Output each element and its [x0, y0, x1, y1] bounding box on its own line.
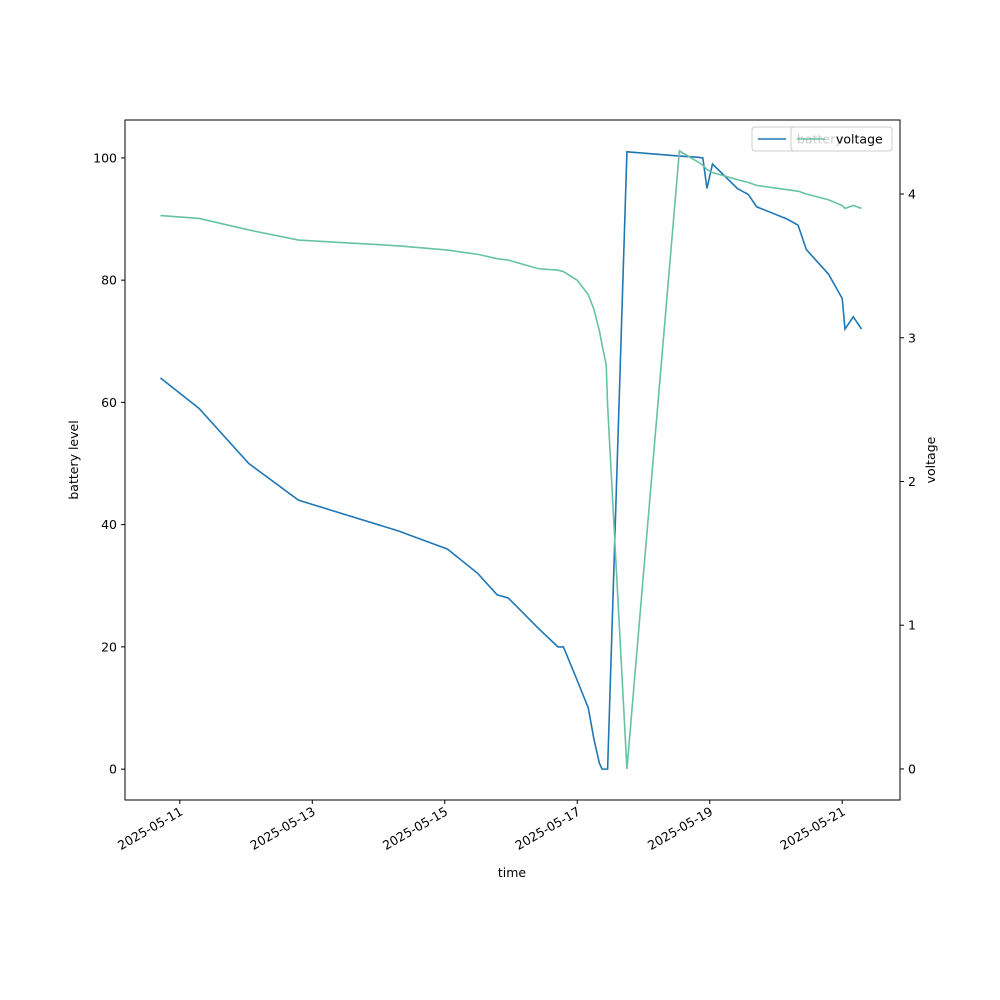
x-tick-label: 2025-05-13 — [247, 804, 317, 853]
y-tick-label: 20 — [101, 639, 117, 654]
series-line — [159, 150, 863, 770]
y2-axis-label: voltage — [923, 436, 938, 483]
y2-tick-label: 0 — [908, 761, 916, 776]
legend-label: voltage — [836, 132, 883, 147]
x-tick-label: 2025-05-11 — [115, 804, 185, 853]
y2-tick-label: 4 — [908, 187, 916, 202]
y-tick-label: 40 — [101, 517, 117, 532]
y2-tick-label: 2 — [908, 474, 916, 489]
legend: voltage — [790, 126, 893, 152]
x-tick-label: 2025-05-21 — [777, 804, 847, 853]
series-line — [160, 149, 862, 770]
y-tick-label: 80 — [101, 273, 117, 288]
legend-box — [790, 126, 893, 152]
plot-frame — [124, 119, 901, 801]
y2-tick-label: 3 — [908, 330, 916, 345]
y-axis-label: battery level — [66, 420, 81, 499]
y-tick-label: 100 — [93, 150, 117, 165]
x-axis-label: time — [498, 865, 527, 880]
y-tick-label: 60 — [101, 395, 117, 410]
x-tick-label: 2025-05-19 — [645, 804, 715, 853]
x-tick-label: 2025-05-15 — [380, 804, 450, 853]
y-tick-label: 0 — [109, 762, 117, 777]
x-tick-label: 2025-05-17 — [512, 804, 582, 853]
y2-tick-label: 1 — [908, 618, 916, 633]
